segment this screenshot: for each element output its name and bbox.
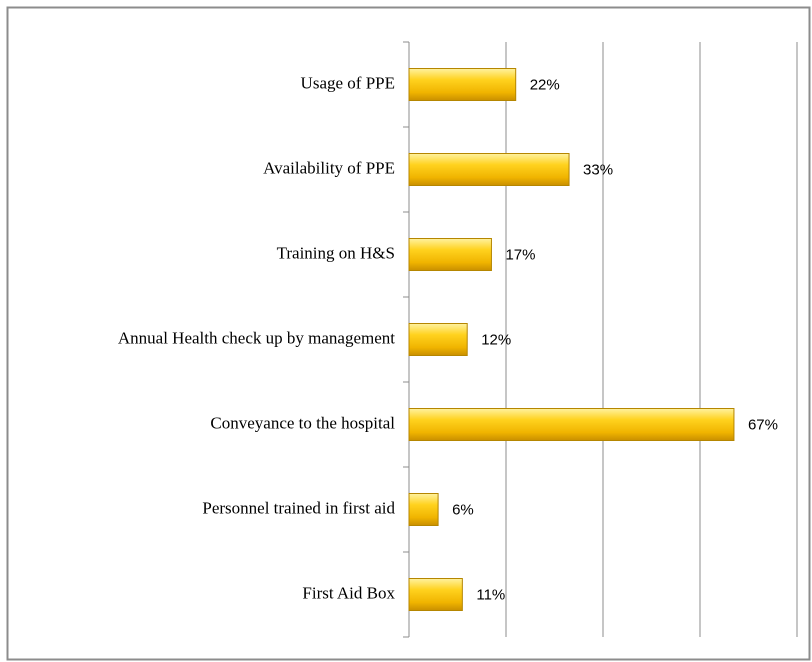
y-tick-label: Usage of PPE xyxy=(301,73,395,92)
bar xyxy=(408,493,439,526)
y-tick-label: First Aid Box xyxy=(302,583,395,602)
bar xyxy=(408,578,463,611)
bar xyxy=(408,323,468,356)
value-label: 67% xyxy=(748,416,778,433)
bar xyxy=(408,238,492,271)
bar xyxy=(408,153,570,186)
y-tick-label: Training on H&S xyxy=(277,243,395,262)
value-label: 22% xyxy=(530,76,560,93)
y-tick-label: Conveyance to the hospital xyxy=(210,413,395,432)
bar xyxy=(408,408,735,441)
value-label: 11% xyxy=(476,586,505,603)
bar xyxy=(408,68,517,101)
y-tick-label: Annual Health check up by management xyxy=(118,328,395,347)
value-label: 12% xyxy=(481,331,511,348)
y-tick-label: Personnel trained in first aid xyxy=(202,498,395,517)
value-label: 33% xyxy=(583,161,613,178)
value-label: 17% xyxy=(505,246,535,263)
y-tick-label: Availability of PPE xyxy=(263,158,395,177)
value-label: 6% xyxy=(452,501,474,518)
